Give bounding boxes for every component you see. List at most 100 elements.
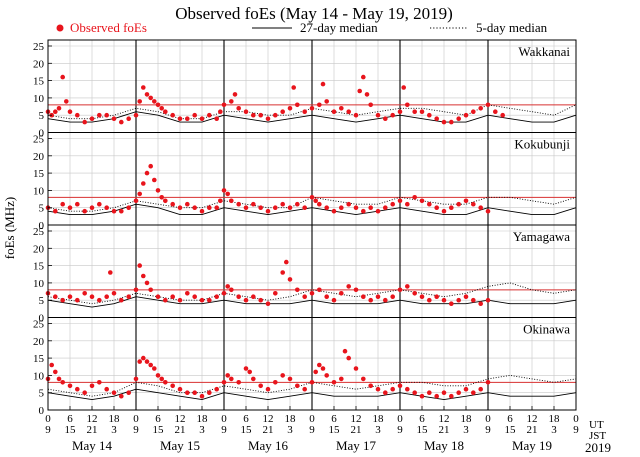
data-point-observed xyxy=(405,201,410,207)
data-point-observed xyxy=(119,119,124,125)
x-tick-ut-label: 12 xyxy=(439,413,450,425)
y-tick-label: 0 xyxy=(39,220,45,232)
x-tick-ut-label: 18 xyxy=(373,413,385,425)
x-tick-ut-label: 12 xyxy=(87,413,98,425)
data-point-observed xyxy=(342,348,348,354)
data-point-observed xyxy=(218,198,223,204)
data-point-observed xyxy=(361,74,366,80)
data-point-observed xyxy=(397,383,403,389)
panel-yamagawa: 0 5 10 15 20 25 Yamagawa xyxy=(33,224,577,325)
x-tick-jst-label: 15 xyxy=(417,424,429,436)
data-point-observed xyxy=(265,301,271,307)
data-point-observed xyxy=(163,380,168,385)
series-median27 xyxy=(47,388,577,401)
data-point-observed xyxy=(137,99,142,104)
data-point-observed xyxy=(60,297,65,303)
x-day-label: May 14 xyxy=(72,438,113,453)
data-point-observed xyxy=(67,205,73,210)
data-point-observed xyxy=(56,106,62,111)
data-point-observed xyxy=(97,112,102,118)
data-point-observed xyxy=(434,205,440,210)
data-point-observed xyxy=(463,386,469,392)
data-point-observed xyxy=(192,294,197,300)
data-point-observed xyxy=(339,376,344,382)
data-point-observed xyxy=(357,88,363,94)
x-tick-jst-label: 3 xyxy=(199,424,205,436)
data-point-observed xyxy=(471,390,476,396)
y-tick-label: 10 xyxy=(33,93,45,105)
data-point-observed xyxy=(397,109,403,114)
data-point-observed xyxy=(232,92,238,97)
data-point-observed xyxy=(361,294,366,300)
y-axis-label: foEs (MHz) xyxy=(2,197,17,259)
y-tick-label: 20 xyxy=(33,151,45,163)
data-point-observed xyxy=(273,291,278,296)
data-point-observed xyxy=(346,201,352,207)
data-point-observed xyxy=(144,92,150,97)
data-point-observed xyxy=(60,201,65,207)
data-point-observed xyxy=(449,393,454,399)
data-point-observed xyxy=(471,297,476,303)
data-point-observed xyxy=(427,201,432,207)
data-point-observed xyxy=(405,102,410,108)
data-point-observed xyxy=(368,102,374,108)
data-point-observed xyxy=(375,294,381,300)
x-tick-ut-label: 12 xyxy=(351,413,362,425)
data-point-observed xyxy=(320,366,326,371)
x-tick-jst-label: 15 xyxy=(241,424,253,436)
data-point-observed xyxy=(456,297,462,303)
x-tick-jst-label: 3 xyxy=(551,424,557,436)
data-point-observed xyxy=(485,208,491,214)
data-point-observed xyxy=(214,386,219,392)
data-point-observed xyxy=(163,297,168,303)
data-point-observed xyxy=(375,208,381,214)
y-tick-label: 15 xyxy=(33,353,45,365)
y-tick-label: 25 xyxy=(33,319,45,331)
data-point-observed xyxy=(155,102,161,108)
data-point-observed xyxy=(207,297,212,303)
data-point-observed xyxy=(412,195,418,200)
data-point-observed xyxy=(295,383,300,389)
data-point-observed xyxy=(152,366,157,371)
data-point-observed xyxy=(82,390,87,396)
data-point-observed xyxy=(221,380,227,385)
data-point-observed xyxy=(243,366,249,371)
data-point-observed xyxy=(60,74,65,80)
data-point-observed xyxy=(302,205,308,210)
data-point-observed xyxy=(251,294,256,300)
y-tick-label: 5 xyxy=(39,388,45,400)
data-point-observed xyxy=(49,362,54,368)
data-point-observed xyxy=(383,390,388,396)
x-tick-jst-label: 21 xyxy=(527,424,538,436)
data-point-observed xyxy=(247,369,252,375)
x-tick-jst-label: 15 xyxy=(153,424,165,436)
data-point-observed xyxy=(390,294,396,300)
data-point-observed xyxy=(364,92,370,97)
x-day-label: May 15 xyxy=(160,438,200,453)
data-point-observed xyxy=(265,386,271,392)
data-point-observed xyxy=(152,99,157,104)
data-point-observed xyxy=(236,201,241,207)
data-point-observed xyxy=(207,112,212,118)
x-tick-jst-label: 15 xyxy=(505,424,517,436)
x-tick-ut-label: 18 xyxy=(197,413,209,425)
data-point-observed xyxy=(126,294,131,300)
data-point-observed xyxy=(383,205,388,210)
x-tick-ut-label: 0 xyxy=(309,413,315,425)
data-point-observed xyxy=(449,119,454,125)
data-point-observed xyxy=(221,291,227,296)
data-point-observed xyxy=(221,102,227,108)
data-point-observed xyxy=(53,294,58,300)
x-tick-jst-label: 15 xyxy=(329,424,341,436)
legend-median27-label: 27-day median xyxy=(300,20,378,35)
panel-kokubunji: 0 5 10 15 20 25 Kokubunji xyxy=(33,132,577,232)
data-point-observed xyxy=(353,112,359,118)
data-point-observed xyxy=(383,297,388,303)
data-point-observed xyxy=(317,201,322,207)
legend-observed-label: Observed foEs xyxy=(70,20,147,35)
data-point-observed xyxy=(64,99,69,104)
data-point-observed xyxy=(97,380,102,385)
series-median27 xyxy=(47,111,577,123)
data-point-observed xyxy=(199,393,205,399)
x-tick-jst-label: 3 xyxy=(287,424,293,436)
